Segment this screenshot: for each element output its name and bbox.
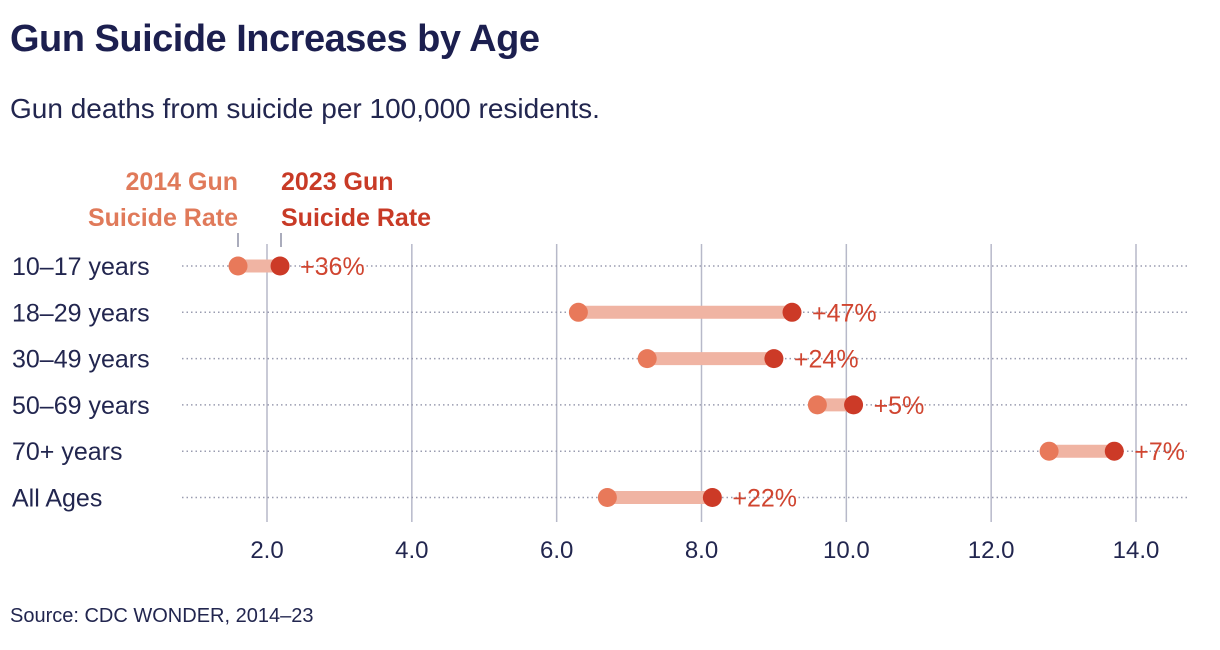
grid-layer: 2.0 4.0 6.0 8.0 10.0 12.0 14.0: [250, 244, 1159, 564]
change-label: +7%: [1134, 438, 1185, 466]
dot-2014: [597, 488, 617, 507]
dot-2023: [844, 395, 864, 415]
category-label: 10–17 years: [12, 253, 150, 281]
legend-2014-line1: 2014 Gun: [125, 168, 238, 196]
row-layer: 10–17 years +36% 18–29 years +47% 30–49 year…: [12, 253, 1190, 513]
x-tick-label: 12.0: [968, 537, 1015, 564]
dot-2023: [782, 302, 802, 322]
dot-2014: [1039, 441, 1059, 461]
category-label: 70+ years: [12, 438, 123, 466]
change-label: +47%: [812, 299, 877, 327]
legend-2014-line2: Suicide Rate: [88, 204, 238, 232]
legend-2023-line2: Suicide Rate: [281, 204, 431, 232]
dot-2014: [637, 349, 657, 369]
category-label: 30–49 years: [12, 346, 150, 374]
source-note: Source: CDC WONDER, 2014–23: [10, 605, 314, 627]
change-label: +24%: [794, 346, 859, 374]
category-label: All Ages: [12, 485, 102, 513]
x-tick-label: 14.0: [1113, 537, 1160, 564]
change-label: +22%: [732, 485, 797, 513]
dot-2023: [270, 256, 290, 276]
dot-2014: [807, 395, 827, 415]
dot-2014: [568, 302, 588, 322]
dot-2023: [702, 488, 722, 507]
dot-2023: [1104, 441, 1124, 461]
dot-2023: [764, 349, 784, 369]
chart-subtitle: Gun deaths from suicide per 100,000 resi…: [10, 93, 600, 124]
x-tick-label: 8.0: [685, 537, 718, 564]
category-label: 18–29 years: [12, 299, 150, 327]
dumbbell-chart: 2.0 4.0 6.0 8.0 10.0 12.0 14.0 10–17 years +36%…: [12, 168, 1190, 564]
x-tick-label: 4.0: [395, 537, 428, 564]
change-label: +36%: [300, 253, 365, 281]
x-tick-label: 6.0: [540, 537, 573, 564]
x-tick-label: 10.0: [823, 537, 870, 564]
category-label: 50–69 years: [12, 392, 150, 420]
dot-2014: [228, 256, 248, 276]
legend-2023-line1: 2023 Gun: [281, 168, 394, 196]
x-tick-label: 2.0: [250, 537, 283, 564]
legend-layer: 2014 Gun Suicide Rate 2023 Gun Suicide R…: [88, 168, 431, 247]
change-label: +5%: [874, 392, 925, 420]
chart-title: Gun Suicide Increases by Age: [10, 18, 540, 60]
